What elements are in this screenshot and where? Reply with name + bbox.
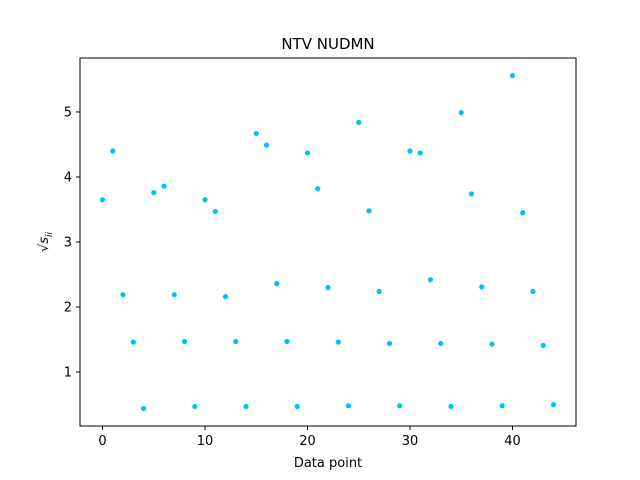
x-axis-ticks: 0 10 20 30 40: [98, 426, 521, 449]
data-point: [192, 403, 198, 410]
data-point: [397, 403, 403, 409]
data-point: [151, 189, 157, 196]
data-point: [233, 338, 239, 345]
data-point: [140, 405, 147, 412]
plot-frame: [79, 57, 577, 427]
data-point: [325, 284, 331, 291]
x-tick-label: 40: [504, 434, 521, 449]
x-axis-label: Data point: [294, 456, 362, 471]
y-tick-label: 2: [64, 301, 72, 316]
data-point: [520, 210, 526, 216]
data-point: [509, 72, 516, 79]
data-point: [284, 338, 290, 345]
data-point: [448, 403, 454, 410]
chart-title: NTV NUDMN: [281, 35, 374, 53]
data-point: [335, 339, 341, 345]
svg-text:√sii: √sii: [37, 231, 55, 252]
data-point: [438, 340, 444, 347]
data-point: [120, 292, 126, 298]
x-tick-label: 10: [197, 434, 214, 449]
data-point: [294, 403, 300, 410]
data-point: [110, 148, 116, 154]
data-point: [212, 208, 218, 215]
data-point: [315, 186, 321, 192]
y-axis-label: √sii: [37, 231, 55, 252]
data-point: [376, 288, 382, 295]
data-point: [499, 403, 505, 409]
data-points: [99, 72, 557, 412]
data-point: [458, 110, 464, 116]
data-point: [222, 294, 229, 300]
data-point: [489, 341, 495, 347]
y-tick-label: 4: [64, 170, 72, 185]
data-point: [243, 403, 249, 410]
data-point: [202, 197, 208, 203]
x-tick-label: 0: [98, 434, 106, 449]
data-point: [171, 292, 177, 298]
data-point: [181, 338, 188, 345]
y-axis-ticks: 1 2 3 4 5: [64, 105, 80, 381]
data-point: [99, 197, 106, 203]
data-point: [540, 342, 546, 348]
data-point: [386, 340, 393, 347]
data-point: [468, 191, 475, 197]
data-point: [530, 288, 536, 295]
data-point: [304, 150, 311, 156]
y-tick-label: 1: [64, 366, 72, 381]
data-point: [161, 183, 167, 189]
data-point: [417, 150, 423, 156]
x-tick-label: 30: [402, 434, 419, 449]
y-tick-label: 5: [64, 105, 72, 120]
data-point: [366, 208, 372, 214]
data-point: [253, 130, 259, 137]
data-point: [407, 148, 413, 154]
data-point: [479, 284, 485, 290]
data-point: [263, 142, 270, 148]
data-point: [274, 281, 280, 287]
x-tick-label: 20: [299, 434, 316, 449]
data-point: [130, 339, 136, 345]
data-point: [356, 119, 362, 125]
data-point: [427, 277, 434, 283]
data-point: [550, 401, 557, 408]
y-tick-label: 3: [64, 236, 72, 251]
data-point: [345, 403, 352, 409]
